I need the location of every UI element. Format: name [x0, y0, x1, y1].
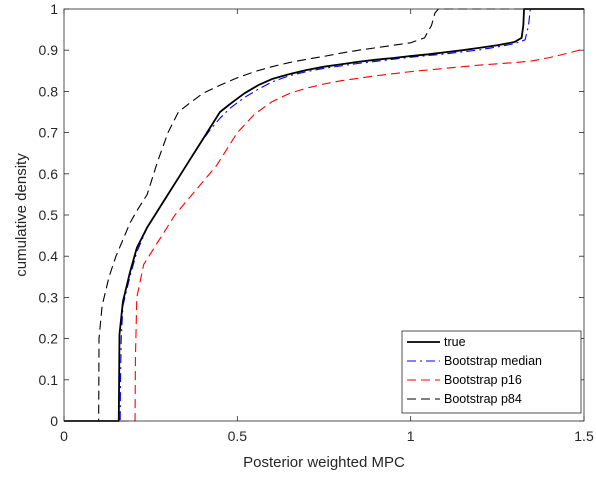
y-tick-label: 0.2 — [39, 331, 59, 347]
y-tick-label: 1 — [50, 1, 58, 17]
x-tick-label: 1 — [407, 428, 415, 444]
y-tick-label: 0.4 — [39, 248, 59, 264]
y-tick-label: 0.3 — [39, 289, 59, 305]
y-tick-label: 0.8 — [39, 83, 59, 99]
legend-label: true — [444, 335, 466, 349]
y-axis-ticks: 0 0.1 0.2 0.3 0.4 0.5 0.6 0.7 0.8 0.9 1 — [39, 1, 584, 429]
legend-items: true Bootstrap median Bootstrap p16 Bootstr… — [407, 335, 542, 406]
y-tick-label: 0.1 — [39, 372, 59, 388]
x-tick-label: 0 — [60, 428, 68, 444]
x-tick-label: 0.5 — [228, 428, 248, 444]
legend-label: Bootstrap p84 — [444, 392, 522, 406]
y-axis-label: cumulative density — [13, 153, 30, 277]
x-tick-label: 1.5 — [574, 428, 594, 444]
plot-lines — [64, 8, 585, 422]
legend-label: Bootstrap p16 — [444, 373, 522, 387]
series-line-true — [64, 8, 584, 422]
legend: true Bootstrap median Bootstrap p16 Bootstr… — [401, 330, 582, 414]
series-line-bootstrap-median — [64, 8, 584, 422]
series-line-bootstrap-p84 — [64, 8, 584, 422]
y-tick-label: 0 — [50, 413, 58, 429]
x-axis-label: Posterior weighted MPC — [243, 454, 405, 471]
x-axis-ticks: 0 0.5 1 1.5 — [60, 9, 594, 444]
y-tick-label: 0.9 — [39, 42, 59, 58]
legend-label: Bootstrap median — [444, 354, 542, 368]
series-line-bootstrap-p16 — [64, 48, 585, 422]
y-tick-label: 0.5 — [39, 207, 59, 223]
legend-box — [401, 330, 582, 414]
y-tick-label: 0.6 — [39, 166, 59, 182]
y-tick-label: 0.7 — [39, 125, 59, 141]
